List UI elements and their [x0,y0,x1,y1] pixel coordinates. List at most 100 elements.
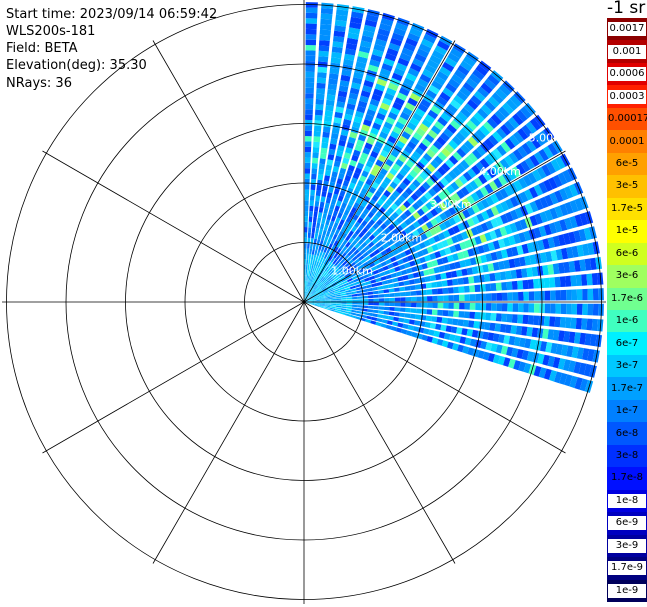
range-gate [407,32,420,42]
range-gate [373,298,379,302]
colorbar-tick-label: 6e-5 [615,158,639,169]
range-gate [448,155,459,165]
range-gate [414,320,421,326]
range-gate [494,110,506,122]
range-gate [425,201,434,210]
range-gate [378,298,385,302]
range-gate [447,52,460,63]
range-gate [537,353,545,365]
range-gate [420,195,429,204]
range-gate [399,181,408,190]
range-gate [387,215,395,223]
range-gate [418,242,426,249]
range-gate [480,82,493,94]
range-gate [451,135,463,146]
range-gate [345,275,352,280]
range-gate [401,131,411,140]
range-gate [304,173,310,179]
range-gate [322,229,327,236]
range-gate [414,83,426,93]
range-gate [503,335,511,345]
range-gate [304,162,311,169]
range-gate [305,291,307,297]
range-gate [305,119,313,126]
range-gate [344,262,350,268]
range-gate [330,176,337,183]
range-gate [373,202,381,210]
range-gate [552,263,560,275]
range-gate [331,281,337,286]
range-gate [310,184,316,191]
range-gate [581,274,588,286]
range-gate [304,200,309,206]
range-gate [514,220,523,232]
range-gate [363,165,372,173]
range-gate [587,349,595,362]
range-gate [460,143,471,155]
range-gate [436,338,444,346]
range-gate [399,286,406,292]
range-gate [323,271,328,277]
range-gate [539,211,548,223]
range-gate [400,302,406,307]
range-gate [490,251,498,261]
range-gate [345,43,357,51]
range-gate [586,273,593,286]
range-gate [379,271,386,277]
range-gate [508,358,516,369]
range-gate [402,274,409,281]
range-gate [552,174,563,188]
range-gate [368,173,376,181]
range-gate [466,195,475,205]
range-gate [325,298,331,300]
range-gate [304,232,308,238]
range-gate [469,285,476,293]
range-gate [336,101,346,108]
range-gate [549,277,556,288]
range-gate [376,218,383,226]
range-gate [492,354,501,364]
range-gate [428,329,435,336]
range-gate [568,231,576,244]
range-gate [319,34,331,41]
range-gate [502,102,514,115]
range-gate [357,299,363,302]
range-gate [358,255,365,261]
range-gate [524,338,532,349]
range-gate [370,168,379,177]
range-gate [310,289,315,294]
range-gate [410,136,420,146]
colorbar-tick-label: 1.7e-6 [610,292,644,304]
range-gate [521,124,533,137]
range-gate [317,212,323,219]
range-gate [555,156,566,170]
range-gate [387,283,394,289]
range-gate [358,192,365,200]
range-gate [453,302,460,310]
range-gate [323,290,329,294]
range-gate [393,67,405,77]
range-gate [421,263,428,270]
range-gate [560,303,567,315]
range-gate [554,371,563,384]
range-gate [314,303,320,306]
range-gate [519,218,528,230]
colorbar-units: -1 sr [607,0,646,18]
range-gate [412,211,421,220]
range-gate [352,149,361,157]
range-gate [523,230,532,241]
range-gate [332,266,338,272]
range-gate [327,225,333,232]
range-gate [350,206,357,214]
range-gate [518,303,524,313]
range-gate [380,276,387,281]
range-gate [328,78,338,85]
range-gate [314,303,320,305]
range-gate [319,295,325,298]
range-gate [388,42,401,52]
range-gate [501,303,508,312]
range-gate [460,60,473,72]
range-gate [528,303,535,313]
range-gate [404,209,412,218]
range-gate [552,357,561,369]
